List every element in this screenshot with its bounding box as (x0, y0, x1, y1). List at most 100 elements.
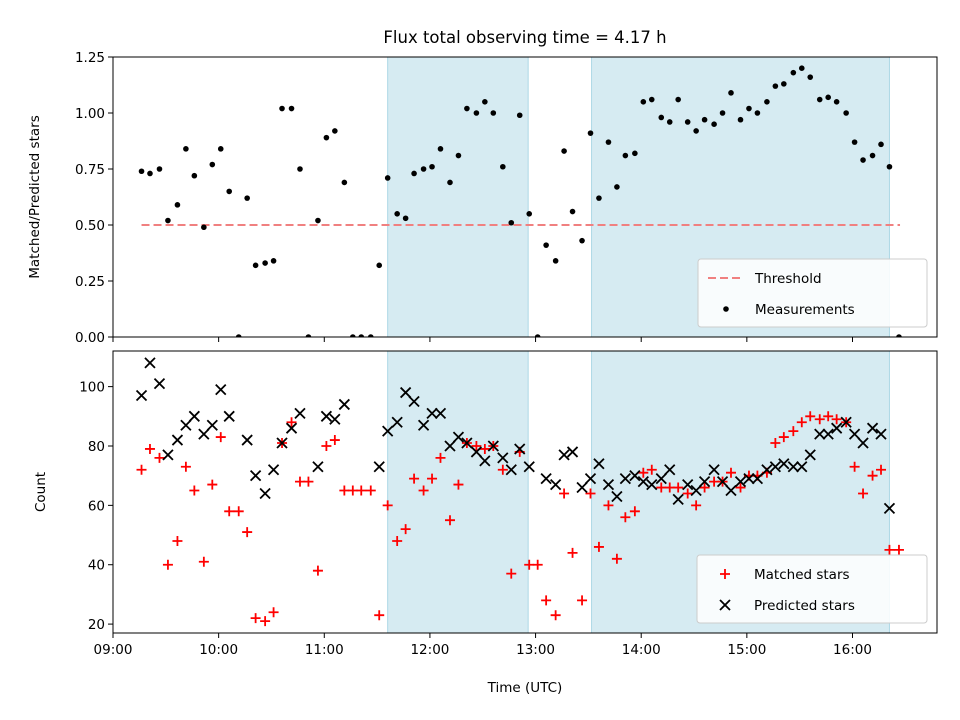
shaded-interval (387, 350, 529, 634)
y-axis-label: Count (33, 472, 49, 512)
data-point (207, 479, 218, 490)
data-point (487, 440, 499, 452)
data-point (455, 152, 462, 159)
data-point (646, 464, 657, 475)
data-point (444, 440, 456, 452)
data-point (805, 411, 816, 422)
data-point (728, 90, 734, 96)
data-point (506, 568, 517, 579)
data-point (374, 610, 385, 621)
data-point (444, 515, 455, 526)
shaded-interval (387, 56, 529, 338)
data-point (614, 184, 620, 190)
data-point (550, 610, 561, 621)
data-point (524, 559, 535, 570)
data-point (675, 96, 681, 103)
data-point (778, 432, 789, 443)
series-matched-stars (136, 411, 904, 627)
data-point (418, 485, 429, 496)
data-point (823, 411, 834, 422)
data-point (699, 482, 710, 493)
data-point (356, 485, 367, 496)
data-point (893, 544, 904, 555)
data-point (500, 163, 506, 170)
data-point (188, 410, 200, 422)
data-point (725, 484, 737, 497)
data-point (569, 208, 576, 215)
data-point (180, 461, 191, 472)
data-point (144, 357, 156, 369)
data-point (629, 470, 641, 482)
data-point (394, 211, 400, 217)
data-point (701, 116, 708, 123)
data-point (171, 434, 184, 446)
chart-title: Flux total observing time = 4.17 h (383, 28, 666, 47)
data-point (860, 157, 866, 163)
data-point (471, 440, 482, 451)
data-point (260, 616, 271, 627)
data-point (461, 437, 473, 449)
data-point (382, 500, 393, 511)
data-point (843, 110, 849, 116)
data-point (376, 262, 383, 269)
data-point (399, 386, 412, 399)
legend-swatch (719, 599, 731, 611)
data-point (526, 211, 533, 217)
data-point (552, 258, 559, 264)
axes-frame (112, 350, 938, 634)
data-point (726, 467, 736, 478)
data-point (523, 461, 535, 473)
data-point (226, 188, 233, 195)
data-point (427, 473, 438, 484)
data-point (620, 512, 631, 523)
data-point (341, 179, 348, 186)
legend-label: Threshold (754, 271, 822, 287)
data-point (224, 506, 235, 517)
data-point (464, 105, 470, 112)
data-point (632, 150, 638, 157)
data-point (746, 105, 752, 112)
data-point (622, 152, 629, 159)
data-point (244, 195, 250, 201)
data-point (673, 482, 684, 493)
data-point (559, 488, 570, 499)
data-point (162, 449, 174, 461)
data-point (866, 422, 879, 434)
data-point (754, 110, 761, 116)
data-point (172, 535, 183, 546)
data-point (840, 416, 852, 428)
data-point (716, 475, 729, 488)
data-point (206, 419, 218, 431)
data-point (831, 422, 843, 434)
data-point (198, 428, 210, 440)
y-tick-label: 100 (79, 380, 105, 396)
data-point (516, 112, 523, 119)
data-point (391, 416, 403, 428)
data-point (276, 437, 288, 449)
data-point (384, 175, 391, 181)
data-point (470, 446, 483, 458)
data-point (490, 110, 497, 116)
x-tick-label: 14:00 (622, 642, 661, 658)
data-point (338, 398, 350, 411)
data-point (646, 478, 658, 491)
x-tick-label: 16:00 (833, 642, 872, 658)
series-predicted-stars (135, 357, 896, 514)
data-point (174, 202, 181, 208)
legend-box (696, 554, 928, 624)
x-tick-label: 11:00 (305, 642, 344, 658)
y-tick-label: 0.75 (75, 162, 105, 178)
legend-swatch (723, 306, 729, 312)
data-point (191, 172, 198, 179)
data-point (482, 99, 488, 105)
y-axis-label: Matched/Predicted stars (27, 115, 43, 278)
x-tick-label: 09:00 (94, 642, 133, 658)
data-point (807, 74, 814, 80)
data-point (249, 470, 262, 482)
data-point (373, 461, 385, 473)
data-point (709, 476, 720, 487)
data-point (734, 475, 747, 488)
data-point (329, 413, 341, 425)
data-point (656, 482, 667, 493)
